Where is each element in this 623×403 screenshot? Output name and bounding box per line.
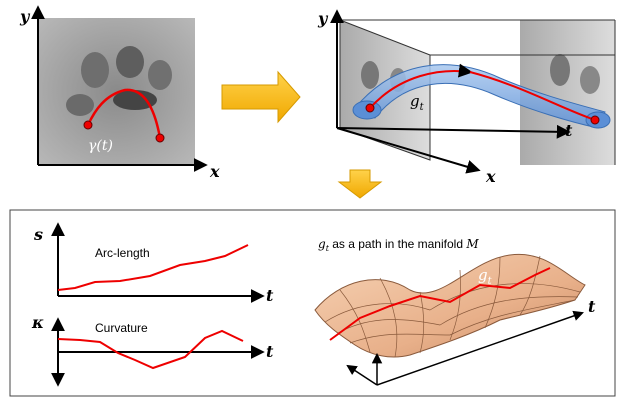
manifold-title: gt as a path in the manifold M xyxy=(318,237,479,253)
curve-label: γ(t) xyxy=(88,138,113,154)
y-axis-label: y xyxy=(19,7,31,26)
t-axis-label: t xyxy=(266,342,274,361)
plot-title: Curvature xyxy=(95,321,148,335)
plot-title: Arc-length xyxy=(95,246,150,260)
source-image xyxy=(38,8,205,165)
s-axis-label: s xyxy=(33,225,43,244)
kappa-axis-label: κ xyxy=(31,313,44,332)
figure: y x γ(t) y t x gt s Arc-length t κ Curva… xyxy=(0,0,623,403)
x-axis-label: x xyxy=(485,167,496,186)
t-axis-label: t xyxy=(266,286,274,305)
x-axis-label: x xyxy=(209,162,220,181)
arrow xyxy=(339,170,381,198)
t-axis-label: t xyxy=(565,121,573,140)
volume xyxy=(337,12,615,170)
arrow xyxy=(222,72,300,122)
t-axis-label: t xyxy=(588,297,596,316)
y-axis-label: y xyxy=(317,9,329,28)
